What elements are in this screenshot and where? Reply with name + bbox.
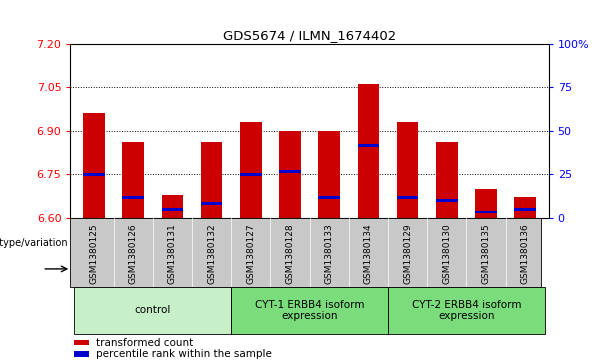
Text: GSM1380127: GSM1380127 — [246, 223, 255, 284]
Bar — [388, 287, 545, 334]
Text: GSM1380129: GSM1380129 — [403, 223, 412, 284]
Text: GSM1380131: GSM1380131 — [168, 223, 177, 284]
Bar — [475, 189, 497, 218]
Bar — [318, 131, 340, 218]
Bar — [162, 208, 183, 211]
Bar — [514, 197, 536, 218]
Bar — [83, 113, 105, 218]
Bar — [357, 84, 379, 218]
Bar — [240, 173, 262, 176]
Bar — [318, 196, 340, 199]
Bar — [201, 142, 223, 218]
Text: GSM1380128: GSM1380128 — [286, 223, 294, 284]
Bar — [436, 199, 457, 202]
Bar — [83, 173, 105, 176]
Bar — [123, 196, 144, 199]
Bar — [74, 351, 89, 357]
Bar — [123, 142, 144, 218]
Text: GSM1380135: GSM1380135 — [481, 223, 490, 284]
Text: percentile rank within the sample: percentile rank within the sample — [96, 349, 272, 359]
Text: genotype/variation: genotype/variation — [0, 238, 69, 248]
Bar — [279, 131, 301, 218]
Text: GSM1380125: GSM1380125 — [89, 223, 99, 284]
Text: CYT-2 ERBB4 isoform
expression: CYT-2 ERBB4 isoform expression — [411, 299, 521, 321]
Text: GSM1380136: GSM1380136 — [520, 223, 530, 284]
Text: GSM1380132: GSM1380132 — [207, 223, 216, 284]
Text: control: control — [135, 305, 171, 315]
Text: transformed count: transformed count — [96, 338, 194, 348]
Text: GSM1380134: GSM1380134 — [364, 223, 373, 284]
Bar — [436, 142, 457, 218]
Bar — [240, 122, 262, 218]
Bar — [475, 211, 497, 213]
Bar — [74, 340, 89, 346]
Text: GSM1380133: GSM1380133 — [325, 223, 333, 284]
Bar — [397, 122, 418, 218]
Text: GSM1380130: GSM1380130 — [442, 223, 451, 284]
Bar — [514, 208, 536, 211]
Bar — [397, 196, 418, 199]
Bar — [231, 287, 388, 334]
Title: GDS5674 / ILMN_1674402: GDS5674 / ILMN_1674402 — [223, 29, 396, 42]
Text: CYT-1 ERBB4 isoform
expression: CYT-1 ERBB4 isoform expression — [255, 299, 364, 321]
Bar — [74, 287, 231, 334]
Bar — [279, 170, 301, 173]
Bar — [201, 202, 223, 205]
Text: GSM1380126: GSM1380126 — [129, 223, 138, 284]
Bar — [357, 144, 379, 147]
Bar — [162, 195, 183, 218]
